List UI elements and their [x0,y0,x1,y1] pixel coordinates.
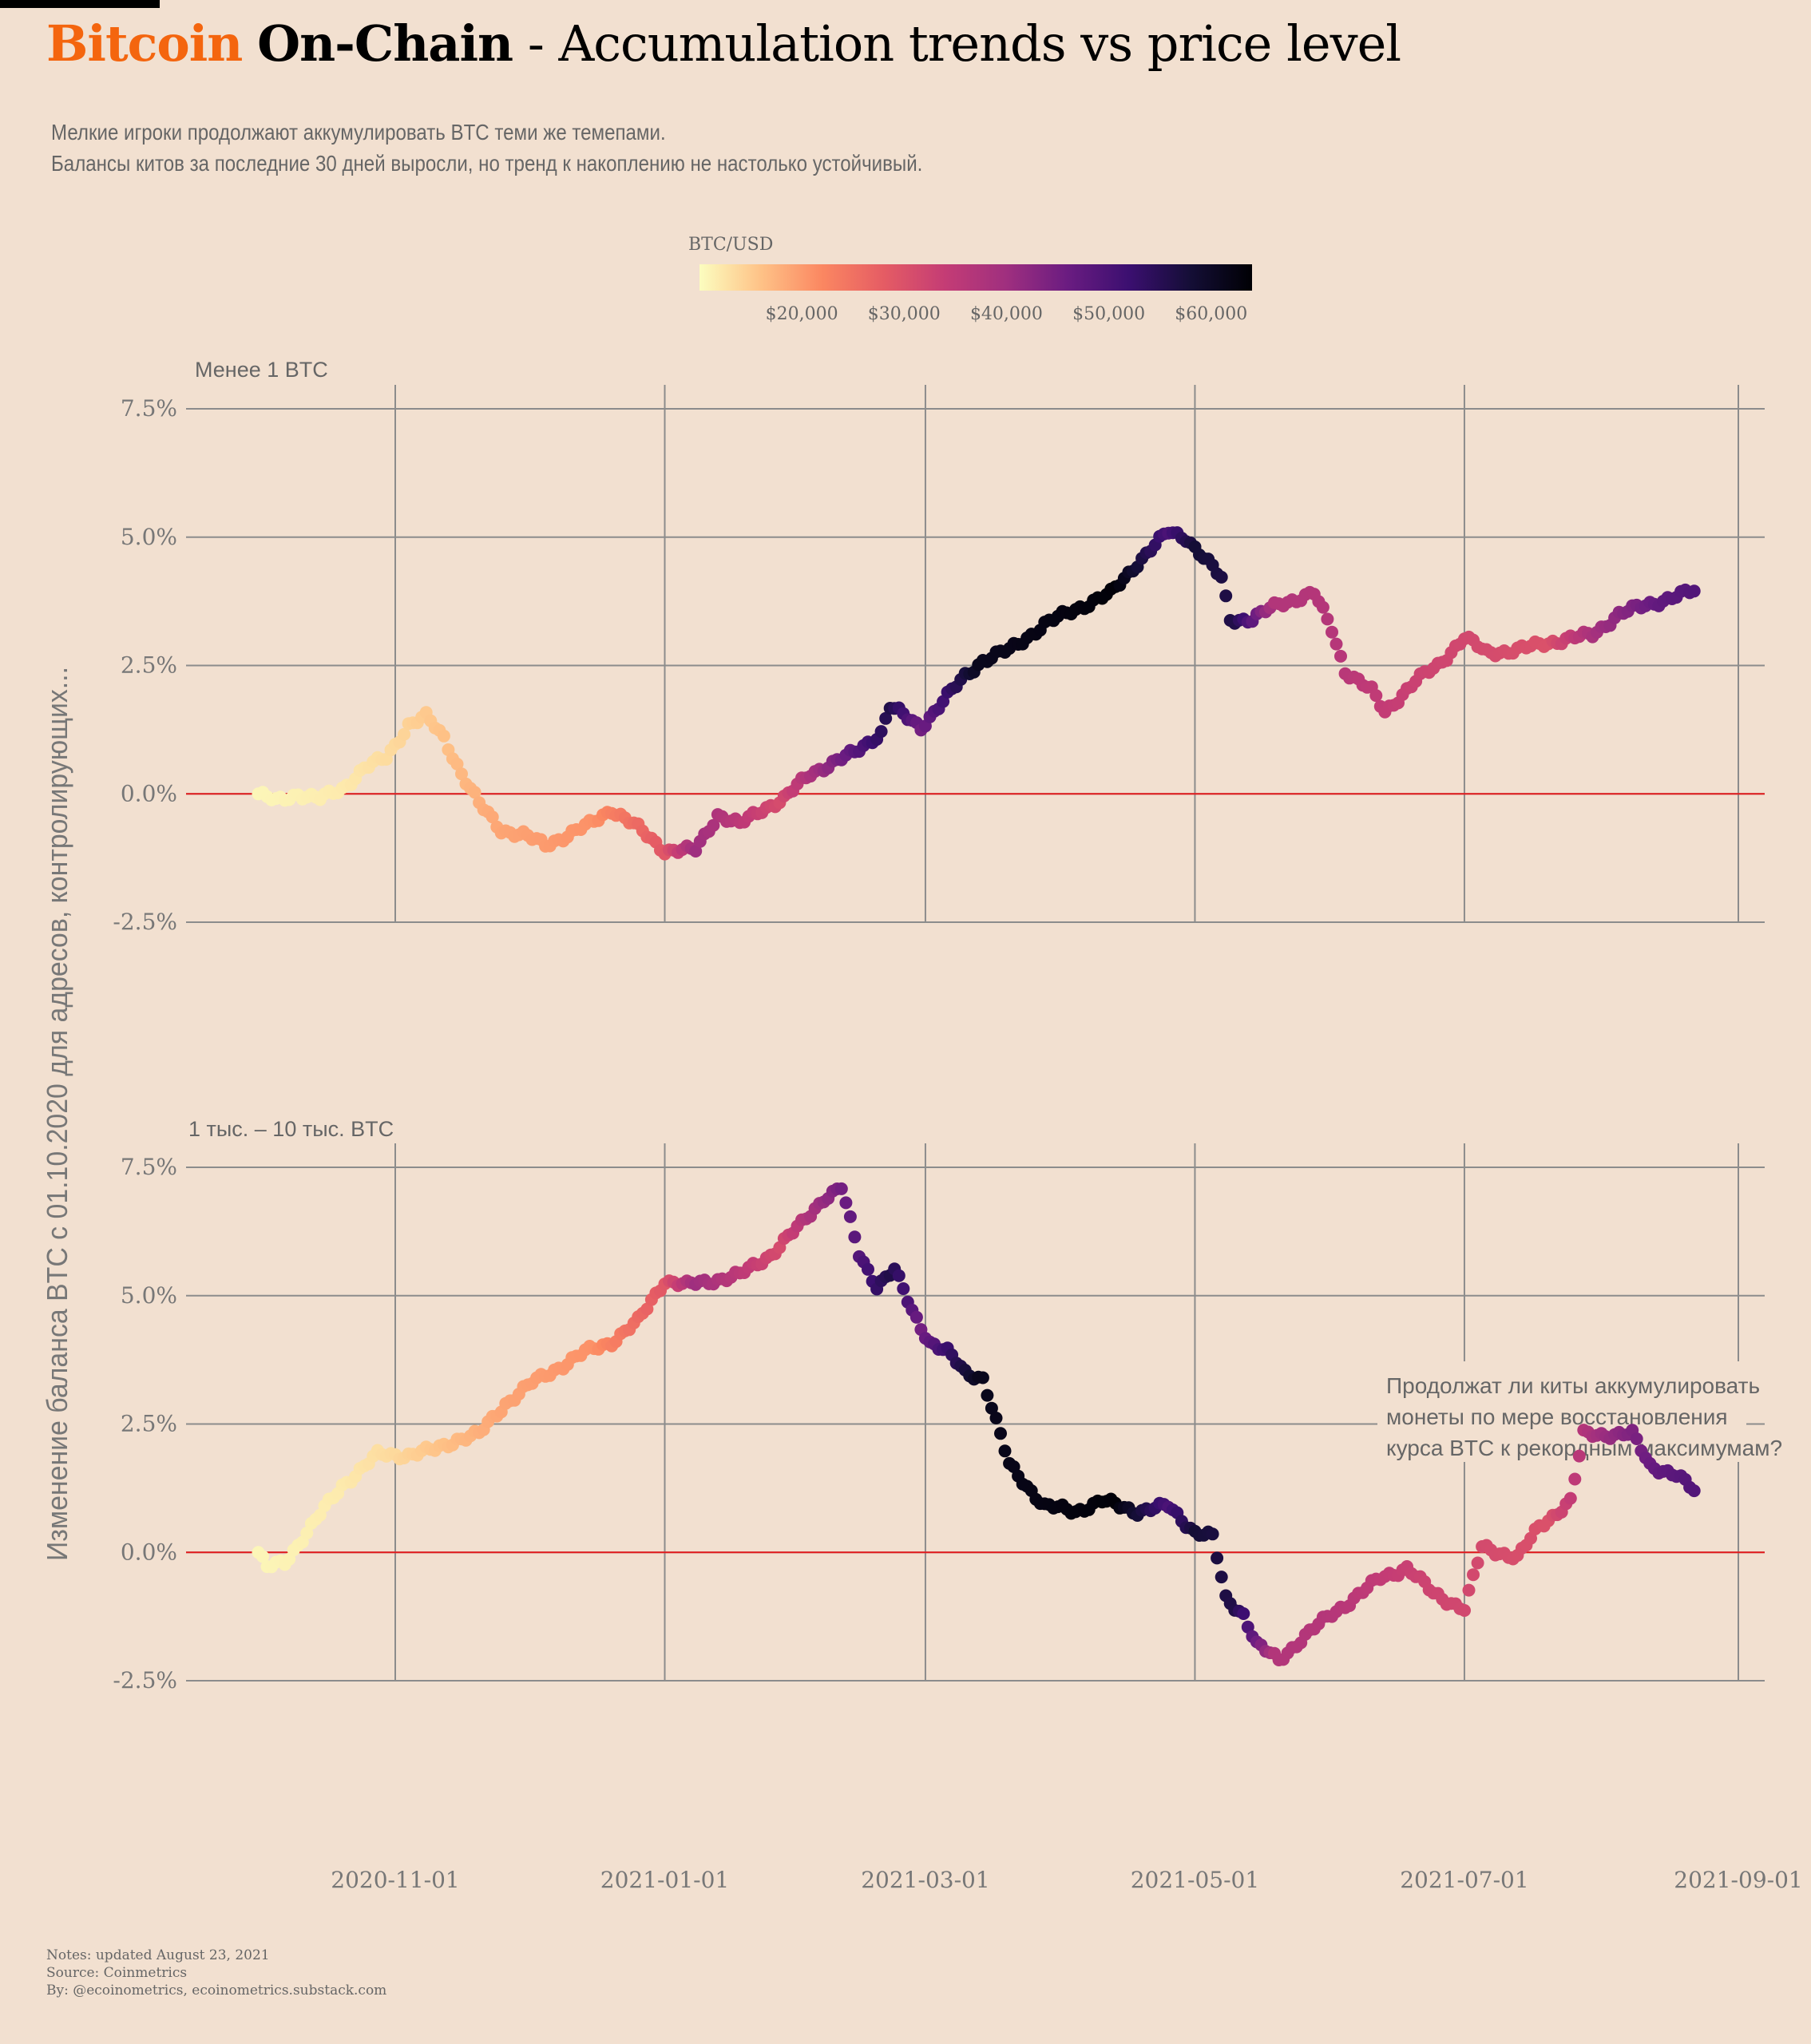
footer-notes: Notes: updated August 23, 2021 [46,1947,270,1963]
data-point [1334,649,1347,663]
data-point [1568,1472,1582,1486]
y-tick-label: -2.5% [113,1667,177,1693]
data-point [897,1282,910,1295]
data-point [1215,570,1228,584]
annotation-background [1377,1361,1746,1462]
x-tick-label: 2020-11-01 [331,1867,459,1893]
subtitle-line-1: Мелкие игроки продолжают аккумулировать … [51,120,666,145]
data-point [1321,612,1334,626]
panel-1: Менее 1 BTC -2.5% 0.0% 2.5% 5.0% 7.5% [113,358,1765,935]
data-point [707,818,720,832]
color-legend: BTC/USD $20,000 $30,000 $40,000 $50,000 $60,0… [688,235,1252,324]
data-point [1462,1583,1476,1597]
x-tick-label: 2021-01-01 [600,1867,729,1893]
x-tick-label: 2021-07-01 [1400,1867,1528,1893]
data-point [689,845,703,858]
data-point [485,810,499,824]
panel-2: 1 тыс. – 10 тыс. BTC -2.5% 0.0% 2.5% 5.0% 7.5… [113,1117,1782,1693]
data-point [437,729,450,743]
data-point [843,1210,857,1223]
footer-source: Source: Coinmetrics [46,1965,188,1981]
y-tick-label: 7.5% [121,395,177,422]
x-tick-label: 2021-05-01 [1131,1867,1259,1893]
annotation-text: Продолжат ли киты аккумулировать [1386,1373,1760,1398]
data-point [1326,625,1338,639]
data-point [994,1427,1007,1440]
legend-tick-label: $20,000 [766,304,838,324]
data-point [1241,1620,1254,1634]
data-point [300,1527,314,1540]
title-bitcoin: Bitcoin [46,14,243,73]
data-point [976,1371,989,1384]
data-point [1330,637,1343,651]
data-point [1237,1607,1250,1620]
annotation-text: монеты по мере восстановления [1386,1404,1728,1429]
data-point [1471,1556,1484,1570]
data-point [1316,600,1330,614]
x-tick-label: 2021-09-01 [1674,1867,1802,1893]
y-tick-label: 7.5% [121,1154,177,1180]
data-point [998,1444,1012,1458]
legend-tick-label: $30,000 [868,304,941,324]
y-axis-title: Изменение баланса BTC с 01.10.2020 для а… [41,667,73,1561]
data-point [398,727,411,741]
data-point [834,1182,848,1195]
y-tick-label: 5.0% [121,524,177,550]
data-point [1219,589,1233,603]
y-tick-label: 2.5% [121,1411,177,1437]
title-onchain: On-Chain [257,14,513,73]
data-point [981,1388,994,1402]
data-point [839,1196,853,1210]
title-rest: - Accumulation trends vs price level [513,14,1401,73]
data-point [256,1550,269,1563]
data-point [1572,1449,1586,1463]
y-tick-label: -2.5% [113,909,177,935]
y-tick-label: 2.5% [121,652,177,679]
data-point [848,1230,862,1244]
data-point [909,1310,923,1324]
legend-tick-label: $60,000 [1175,304,1247,324]
footer-byline: By: @ecoinometrics, ecoinometrics.substa… [46,1983,387,1998]
data-point [1206,1527,1219,1541]
data-point [892,1269,906,1282]
top-accent-bar [0,0,160,8]
data-point [989,1412,1003,1424]
legend-tick-label: $50,000 [1072,304,1145,324]
legend-title: BTC/USD [688,235,773,255]
data-point [1369,689,1383,703]
y-tick-label: 0.0% [121,780,177,806]
data-point [879,711,893,725]
data-point [1211,1551,1224,1565]
data-point [1563,1491,1577,1505]
legend-tick-label: $40,000 [970,304,1043,324]
data-point [1458,1604,1471,1617]
series-points [252,1182,1701,1666]
data-point [450,757,464,770]
data-point [468,786,481,799]
data-point [1630,1432,1643,1445]
legend-colorbar [699,264,1252,291]
panel-label: 1 тыс. – 10 тыс. BTC [188,1117,394,1141]
data-point [1467,1568,1480,1582]
x-tick-label: 2021-03-01 [861,1867,989,1893]
y-tick-label: 5.0% [121,1282,177,1309]
page-title: Bitcoin On-Chain - Accumulation trends v… [46,14,1401,73]
series-points [252,526,1701,861]
subtitle-line-2: Балансы китов за последние 30 дней вырос… [51,151,923,176]
data-point [862,1262,874,1276]
data-point [874,725,888,739]
data-point [1215,1571,1228,1584]
data-point [1687,1484,1701,1498]
data-point [1687,584,1701,598]
data-point [455,767,468,781]
data-point [985,1401,998,1415]
y-tick-label: 0.0% [121,1539,177,1565]
panel-label: Менее 1 BTC [195,358,328,382]
